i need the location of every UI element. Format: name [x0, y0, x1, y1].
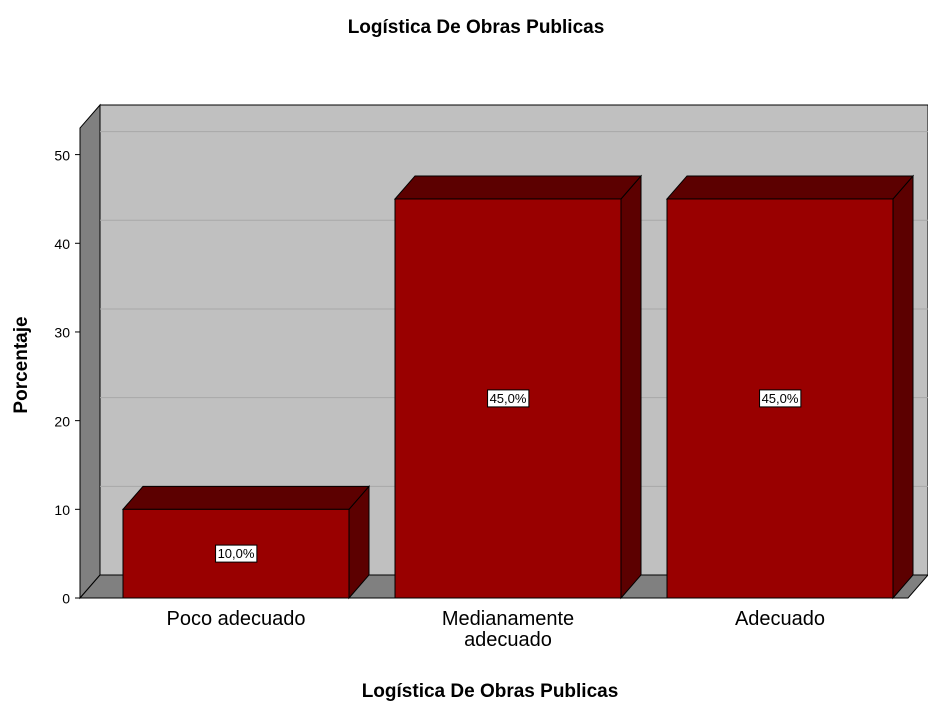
x-axis-label: Logística De Obras Publicas — [362, 681, 619, 702]
y-tick-label: 40 — [54, 236, 70, 252]
y-tick-label: 10 — [54, 502, 70, 518]
left-wall — [79, 103, 101, 600]
bar-top — [121, 485, 371, 510]
y-tick-label: 30 — [54, 325, 70, 341]
data-label: 45,0% — [490, 391, 527, 406]
bar-top — [665, 175, 915, 200]
bar-top — [393, 175, 643, 200]
x-tick-label: Medianamente adecuado — [441, 608, 575, 651]
bar-side — [892, 174, 914, 600]
y-tick-label: 0 — [62, 591, 70, 607]
data-label-box — [759, 389, 802, 408]
chart-title: Logística De Obras Publicas — [348, 17, 605, 38]
y-tick-label: 20 — [54, 413, 70, 429]
y-tick-label: 50 — [54, 147, 70, 163]
x-tick-label: Adecuado — [734, 608, 826, 630]
data-label: 45,0% — [762, 391, 799, 406]
x-tick-label: Poco adecuado — [166, 608, 306, 630]
data-label-box — [487, 389, 530, 408]
data-label-box — [215, 544, 258, 563]
data-label: 10,0% — [218, 546, 255, 561]
bar-side — [620, 174, 642, 600]
y-axis-label: Porcentaje — [11, 316, 32, 413]
